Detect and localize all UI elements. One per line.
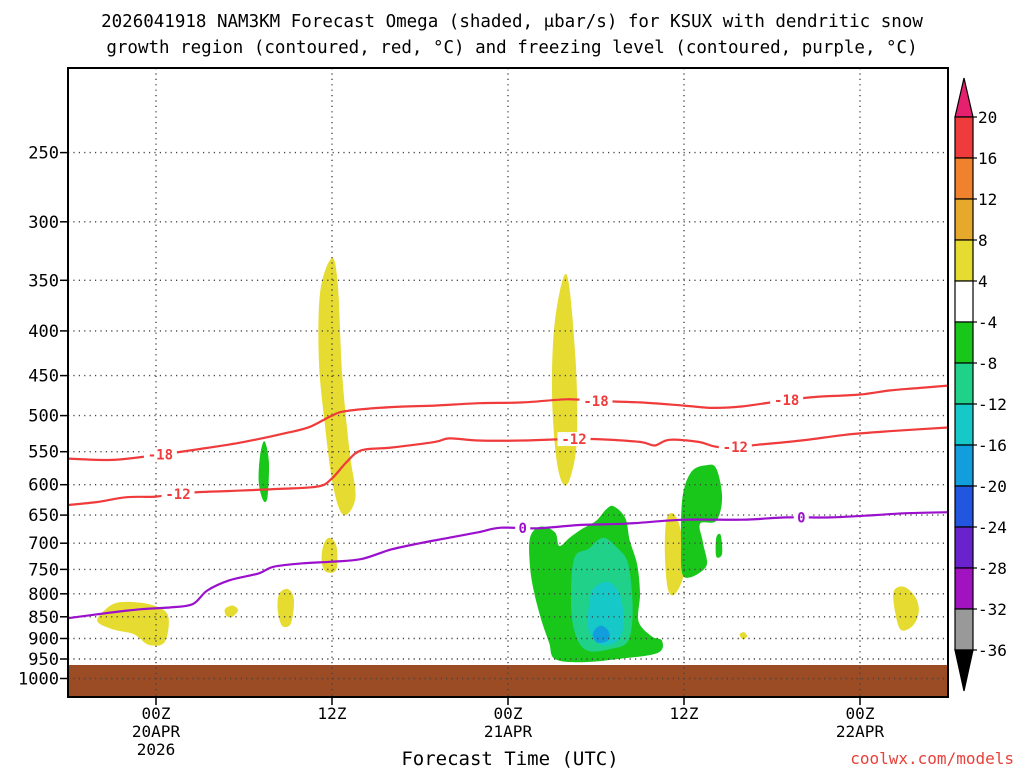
minus18-isotherm-label-0: -18 bbox=[148, 448, 173, 464]
x-tick-year-0: 2026 bbox=[137, 740, 176, 759]
y-tick-label-1000: 1000 bbox=[18, 670, 59, 690]
colorbar-box-6 bbox=[954, 321, 974, 364]
rise-pocket-16z bbox=[739, 632, 748, 640]
colorbar-label-8: -16 bbox=[978, 436, 1007, 455]
minus18-isotherm-label-bg-1 bbox=[579, 393, 613, 408]
colorbar-box-4 bbox=[954, 239, 974, 282]
minus18-isotherm-label-1: -18 bbox=[583, 394, 608, 410]
colorbar-box-8 bbox=[954, 403, 974, 446]
y-tick-label-850: 850 bbox=[28, 608, 59, 628]
y-tick-label-900: 900 bbox=[28, 630, 59, 650]
y-tick-label-400: 400 bbox=[28, 322, 59, 342]
x-tick-label-48: 00Z bbox=[846, 704, 875, 723]
colorbar-upper-arrow bbox=[954, 77, 974, 118]
colorbar-lower-arrow bbox=[954, 649, 974, 692]
rise-pocket-02z bbox=[893, 586, 919, 631]
minus12-isotherm-label-0: -12 bbox=[165, 487, 190, 503]
y-tick-label-750: 750 bbox=[28, 560, 59, 580]
minus12-isotherm-label-bg-1 bbox=[557, 432, 591, 447]
y-tick-label-950: 950 bbox=[28, 650, 59, 670]
colorbar-box-2 bbox=[954, 157, 974, 200]
y-tick-label-300: 300 bbox=[28, 213, 59, 233]
y-tick-label-500: 500 bbox=[28, 407, 59, 427]
freezing-level-label-1: 0 bbox=[797, 510, 805, 526]
grid-lines bbox=[68, 68, 948, 697]
sink-area-14z bbox=[680, 464, 723, 578]
rise-pocket-12z-low bbox=[321, 537, 338, 573]
temperature-contours: -18 -18 -18 -12 -12 -12 0 0 bbox=[67, 384, 949, 620]
minus12-isotherm-label-bg-2 bbox=[718, 439, 752, 454]
terrain-ground bbox=[68, 665, 948, 697]
pressure-axis: 2503003504004505005506006507007508008509… bbox=[18, 144, 68, 690]
rise-band-12z bbox=[318, 257, 356, 516]
colorbar-box-1 bbox=[954, 116, 974, 159]
x-tick-label-36: 12Z bbox=[670, 704, 699, 723]
colorbar-label-10: -24 bbox=[978, 518, 1007, 537]
x-tick-date-24: 21APR bbox=[484, 722, 533, 741]
colorbar-label-5: -4 bbox=[978, 313, 997, 332]
y-tick-label-800: 800 bbox=[28, 585, 59, 605]
minus18-isotherm-label-bg-0 bbox=[143, 447, 177, 462]
y-tick-label-700: 700 bbox=[28, 534, 59, 554]
colorbar-label-11: -28 bbox=[978, 559, 1007, 578]
colorbar-label-3: 8 bbox=[978, 231, 988, 250]
x-tick-date-0: 20APR bbox=[132, 722, 181, 741]
sink-pocket-15z bbox=[715, 533, 723, 558]
omega-colorbar: 20 16 12 8 4 -4 -8 -12 -16 -20 -24 -28 -32 -36 bbox=[954, 77, 1007, 692]
chart-title-line-2: growth region (contoured, red, °C) and f… bbox=[106, 38, 917, 58]
plot-area: -18 -18 -18 -12 -12 -12 0 0 bbox=[67, 67, 949, 698]
rise-pocket-05z bbox=[224, 605, 239, 618]
y-tick-label-450: 450 bbox=[28, 367, 59, 387]
chart-title-line-1: 2026041918 NAM3KM Forecast Omega (shaded… bbox=[101, 12, 923, 32]
colorbar-label-4: 4 bbox=[978, 272, 988, 291]
colorbar-box-12 bbox=[954, 567, 974, 610]
sink-core-max bbox=[592, 625, 610, 643]
colorbar-box-3 bbox=[954, 198, 974, 241]
freezing-level-line bbox=[67, 511, 949, 620]
minus12-isotherm-label-2: -12 bbox=[723, 440, 748, 456]
y-tick-label-650: 650 bbox=[28, 506, 59, 526]
y-tick-label-250: 250 bbox=[28, 144, 59, 164]
colorbar-box-7 bbox=[954, 362, 974, 405]
minus18-isotherm-label-2: -18 bbox=[774, 393, 799, 409]
freezing-level-label-bg-1 bbox=[793, 510, 809, 525]
x-tick-label-0: 00Z bbox=[142, 704, 171, 723]
y-tick-label-350: 350 bbox=[28, 271, 59, 291]
freezing-level-label-0: 0 bbox=[518, 521, 526, 537]
colorbar-box-10 bbox=[954, 485, 974, 528]
colorbar-label-1: 16 bbox=[978, 149, 997, 168]
y-tick-label-550: 550 bbox=[28, 443, 59, 463]
colorbar-label-2: 12 bbox=[978, 190, 997, 209]
colorbar-label-12: -32 bbox=[978, 600, 1007, 619]
colorbar-label-9: -20 bbox=[978, 477, 1007, 496]
x-tick-label-24: 00Z bbox=[494, 704, 523, 723]
colorbar-label-13: -36 bbox=[978, 641, 1007, 660]
colorbar-box-11 bbox=[954, 526, 974, 569]
credit-text: coolwx.com/models bbox=[850, 749, 1014, 768]
minus18-isotherm-label-bg-2 bbox=[770, 393, 804, 408]
rise-pocket-07z bbox=[277, 588, 294, 628]
x-tick-label-12: 12Z bbox=[318, 704, 347, 723]
colorbar-box-9 bbox=[954, 444, 974, 487]
colorbar-box-13 bbox=[954, 608, 974, 651]
colorbar-box-5 bbox=[954, 280, 974, 323]
minus12-isotherm-label-1: -12 bbox=[561, 432, 586, 448]
x-axis-title: Forecast Time (UTC) bbox=[401, 748, 618, 768]
x-tick-date-48: 22APR bbox=[836, 722, 885, 741]
y-tick-label-600: 600 bbox=[28, 476, 59, 496]
minus18-isotherm-line bbox=[67, 384, 949, 462]
colorbar-label-0: 20 bbox=[978, 108, 997, 127]
rise-pocket-13z bbox=[664, 512, 685, 596]
colorbar-label-7: -12 bbox=[978, 395, 1007, 414]
freezing-level-label-bg-0 bbox=[515, 521, 531, 536]
minus12-isotherm-label-bg-0 bbox=[161, 486, 195, 501]
colorbar-label-6: -8 bbox=[978, 354, 997, 373]
sink-band-08z bbox=[258, 441, 270, 503]
